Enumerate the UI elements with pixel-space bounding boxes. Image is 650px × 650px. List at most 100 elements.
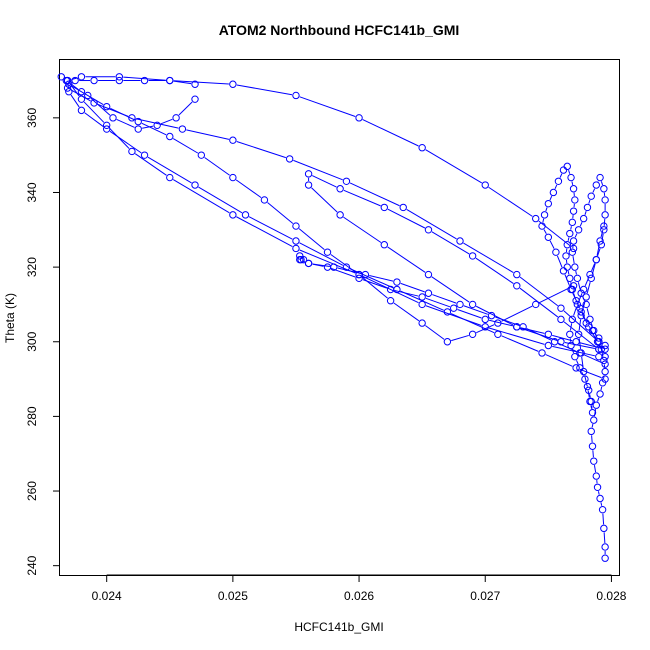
- data-point: [572, 364, 580, 372]
- series-line-segment: [267, 202, 294, 224]
- series-line-segment: [178, 101, 193, 116]
- series-line-segment: [552, 334, 573, 342]
- data-point: [586, 397, 594, 406]
- series-line-segment: [236, 84, 293, 96]
- data-point: [191, 80, 199, 88]
- data-point: [573, 274, 582, 283]
- data-point: [588, 408, 597, 417]
- series-line-segment: [582, 315, 586, 320]
- data-point: [573, 300, 582, 309]
- series-line-segment: [563, 310, 597, 340]
- series-line-segment: [591, 263, 596, 272]
- series-line-segment: [602, 513, 605, 525]
- data-point: [71, 76, 79, 85]
- series-line-segment: [588, 325, 591, 328]
- series-line-segment: [573, 308, 577, 316]
- series-line-segment: [406, 209, 457, 240]
- series-line-segment: [235, 179, 262, 199]
- data-point: [380, 241, 388, 249]
- data-point: [304, 181, 313, 189]
- data-point: [582, 319, 590, 327]
- data-point: [600, 356, 608, 365]
- series-line-segment: [597, 491, 600, 495]
- y-axis-label: Theta (K): [3, 293, 17, 343]
- series-line-segment: [303, 260, 306, 263]
- data-point: [115, 76, 124, 85]
- data-point: [296, 252, 304, 260]
- series-line-segment: [425, 305, 482, 326]
- series-line-segment: [90, 97, 111, 116]
- data-point: [596, 237, 604, 245]
- series-9: [57, 73, 578, 346]
- data-point: [544, 233, 553, 241]
- data-point: [596, 173, 604, 182]
- series-line-segment: [463, 242, 514, 273]
- series-line-segment: [600, 181, 604, 186]
- data-point: [355, 114, 363, 122]
- data-point: [494, 319, 502, 327]
- data-point: [597, 241, 606, 249]
- data-point: [566, 274, 574, 283]
- data-point: [229, 173, 237, 182]
- data-point: [587, 274, 595, 283]
- series-line-segment: [298, 228, 325, 251]
- data-point: [601, 375, 609, 383]
- series-line-segment: [248, 216, 293, 240]
- series-line-segment: [432, 294, 457, 304]
- data-point: [576, 364, 584, 372]
- data-point: [102, 102, 111, 111]
- data-point: [513, 323, 521, 331]
- series-line-segment: [575, 270, 577, 275]
- data-point: [292, 244, 300, 253]
- data-point: [592, 401, 600, 409]
- series-line-segment: [574, 233, 578, 238]
- data-point: [292, 91, 300, 100]
- series-line-segment: [84, 112, 104, 128]
- series-line-segment: [387, 246, 426, 273]
- series-line-segment: [594, 333, 597, 336]
- series-line-segment: [592, 450, 594, 458]
- data-point: [128, 114, 136, 122]
- series-line-segment: [362, 275, 419, 304]
- data-point: [595, 345, 603, 353]
- data-point: [601, 341, 609, 350]
- data-point: [424, 289, 433, 297]
- series-line-segment: [577, 282, 581, 290]
- data-point: [229, 211, 237, 219]
- data-point: [115, 73, 124, 81]
- data-point: [569, 237, 578, 245]
- series-line-segment: [330, 254, 357, 273]
- data-point: [109, 114, 117, 122]
- data-point: [588, 326, 597, 335]
- data-point: [596, 494, 604, 503]
- y-tick-label: 260: [25, 481, 39, 501]
- series-6: [63, 80, 603, 346]
- data-point: [241, 211, 250, 219]
- data-point: [586, 315, 594, 324]
- y-tick-label: 340: [25, 182, 39, 202]
- series-line-segment: [586, 282, 591, 294]
- data-point: [585, 323, 593, 331]
- data-point: [532, 300, 540, 309]
- data-point: [582, 293, 590, 301]
- series-line-segment: [542, 218, 545, 223]
- series-line-segment: [84, 93, 104, 106]
- data-point: [191, 181, 199, 189]
- series-line-segment: [488, 327, 545, 345]
- series-line-segment: [519, 276, 559, 307]
- data-point: [563, 162, 571, 171]
- data-point: [600, 185, 608, 193]
- data-point: [563, 263, 571, 271]
- data-point: [355, 274, 363, 283]
- series-line-segment: [554, 184, 558, 190]
- series-line-segment: [450, 313, 495, 334]
- series-line-segment: [603, 532, 606, 544]
- data-point: [323, 248, 332, 256]
- data-point: [568, 218, 577, 227]
- data-point: [567, 173, 575, 182]
- data-point: [336, 211, 344, 219]
- series-line-segment: [476, 324, 495, 334]
- x-tick-label: 0.024: [92, 589, 122, 603]
- data-point: [299, 255, 308, 264]
